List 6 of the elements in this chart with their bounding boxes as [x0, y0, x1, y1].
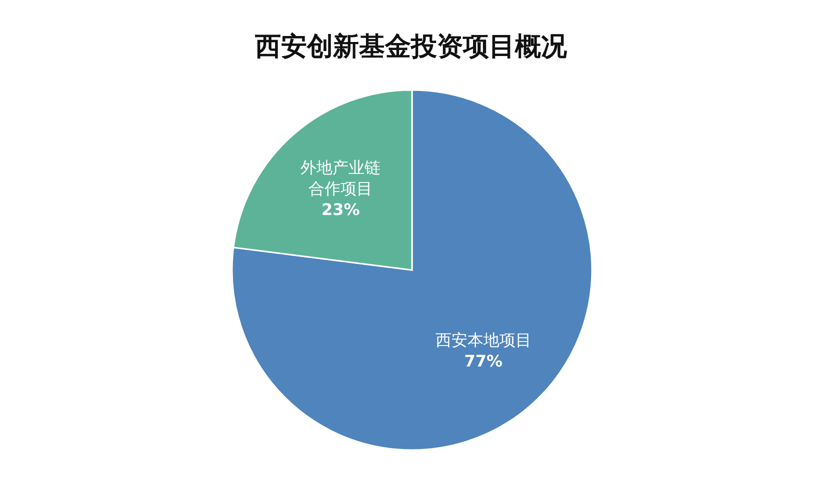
slice-label: 外地产业链合作项目	[300, 158, 381, 198]
chart-title: 西安创新基金投资项目概况	[254, 32, 568, 62]
data-label: 23%	[321, 200, 360, 219]
pie-slice	[231, 89, 593, 451]
data-label: 77%	[464, 352, 503, 371]
slice-label: 西安本地项目	[435, 330, 532, 350]
